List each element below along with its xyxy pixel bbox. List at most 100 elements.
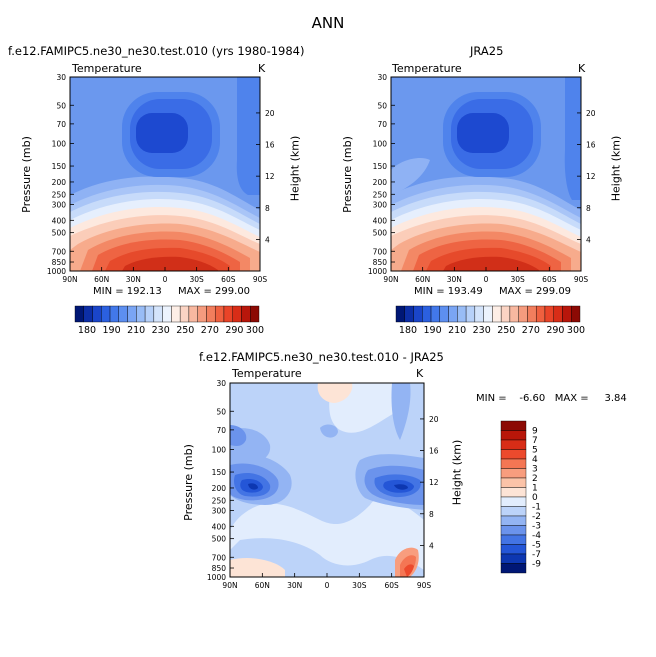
panel1-colorbar-swatch: [223, 305, 233, 323]
panel1-ytick-label: 100: [52, 140, 67, 149]
panel1-colorbar-swatch: [74, 305, 84, 323]
panel3-y2label: Height (km): [450, 439, 464, 506]
panel1-colorbar-swatch: [179, 305, 190, 323]
panel2-xtick-label: 0: [484, 275, 489, 284]
panel3-variable-label: Temperature: [232, 367, 302, 380]
panel3-unit-label: K: [416, 367, 424, 380]
panel3-colorbar-label: 0: [532, 493, 538, 503]
panel1-max-label: MAX = 299.00: [178, 286, 251, 297]
panel3-colorbar-swatch: [500, 449, 527, 460]
panel3-colorbar-label: 5: [532, 446, 538, 456]
panel2-colorbar-label: 190: [424, 325, 442, 336]
panel1-colorbar-swatch: [127, 305, 137, 323]
panel1-xtick-label: 90S: [253, 275, 268, 284]
panel1-colorbar-swatch: [92, 305, 102, 323]
panel3-ytick-label: 100: [212, 446, 227, 455]
panel2-colorbar-swatch: [527, 305, 537, 323]
panel3-colorbar-swatch: [500, 534, 527, 545]
panel3-colorbar-label: -2: [532, 512, 541, 522]
panel2-colorbar-label: 180: [399, 325, 417, 336]
panel3-colorbar-label: -3: [532, 522, 541, 532]
panel1-y2tick-label: 4: [265, 235, 270, 244]
panel1-ytick-label: 700: [52, 247, 67, 256]
panel1-colorbar-swatch: [101, 305, 111, 323]
panel2-xtick-label: 60N: [415, 275, 430, 284]
panel3-colorbar-label: -9: [532, 560, 541, 570]
panel2-max-label: MAX = 299.09: [499, 286, 572, 297]
panel1-xtick-label: 30N: [126, 275, 141, 284]
panel2-y2tick-label: 20: [586, 109, 596, 118]
panel2-colorbar-label: 290: [546, 325, 564, 336]
panel3-colorbar-label: -5: [532, 541, 541, 551]
panel3-minmax-label: MIN = -6.60 MAX = 3.84: [476, 393, 627, 404]
panel2-min-label: MIN = 193.49: [414, 286, 483, 297]
panel3-colorbar-label: 3: [532, 465, 538, 475]
panel1-colorbar-swatch: [188, 305, 198, 323]
panel1-ytick-label: 250: [52, 190, 67, 199]
panel1-colorbar-swatch: [162, 305, 172, 323]
panel1-xtick-label: 60N: [94, 275, 109, 284]
panel2-xtick-label: 30S: [511, 275, 526, 284]
panel2-ytick-label: 50: [377, 101, 387, 110]
panel3-colorbar-swatch: [500, 477, 527, 488]
panel2-unit-label: K: [578, 62, 586, 75]
panel3-ytick-label: 50: [216, 407, 226, 416]
panel1-contour-field: [70, 77, 260, 271]
panel2-colorbar-swatch: [553, 305, 563, 323]
panel1-colorbar-label: 210: [127, 325, 145, 336]
panel2-colorbar-swatch: [395, 305, 405, 323]
panel3-contour-field: [230, 383, 424, 577]
panel2-colorbar-label: 250: [497, 325, 515, 336]
panel3-xtick-label: 90S: [417, 581, 432, 590]
panel3-colorbar-swatch: [500, 496, 527, 507]
panel3-xtick-label: 30S: [352, 581, 367, 590]
panel2-colorbar-swatch: [439, 305, 449, 323]
panel2-colorbar-swatch: [544, 305, 554, 323]
panel1-colorbar-label: 270: [201, 325, 219, 336]
panel2-ytick-label: 150: [373, 162, 388, 171]
panel3-y2tick-label: 4: [429, 541, 434, 550]
panel3-xtick-label: 30N: [287, 581, 302, 590]
panel1-ytick-label: 200: [52, 178, 67, 187]
panel1-ytick-label: 50: [56, 101, 66, 110]
panel2-colorbar-swatch: [404, 305, 414, 323]
panel1-colorbar-swatch: [144, 305, 155, 323]
panel2-colorbar-swatch: [509, 305, 519, 323]
panel3-colorbar-swatch: [500, 553, 527, 564]
panel1-ytick-label: 30: [56, 73, 66, 82]
figure-title: ANN: [311, 14, 345, 32]
panel1-y2tick-label: 16: [265, 141, 275, 150]
panel2-y2tick-label: 12: [586, 172, 596, 181]
panel3-ytick-label: 400: [212, 522, 227, 531]
panel3-colorbar-label: 1: [532, 484, 538, 494]
panel2-ytick-label: 30: [377, 73, 387, 82]
panel3-ytick-label: 300: [212, 506, 227, 515]
panel1-xtick-label: 30S: [190, 275, 205, 284]
panel2-colorbar-swatch: [457, 305, 467, 323]
panel2-colorbar-swatch: [518, 305, 528, 323]
panel3-colorbar-label: 2: [532, 474, 538, 484]
panel3-colorbar-swatch: [500, 487, 527, 498]
panel2-contour-field: [391, 77, 581, 271]
panel1-colorbar-swatch: [197, 305, 207, 323]
panel3-y2tick-label: 20: [429, 415, 439, 424]
panel2-ytick-label: 400: [373, 216, 388, 225]
panel3-colorbar-swatch: [500, 420, 527, 431]
panel2-y2tick-label: 8: [586, 204, 591, 213]
panel2-colorbar-swatch: [448, 305, 458, 323]
panel3-colorbar-label: -4: [532, 531, 541, 541]
panel1-colorbar-label: 230: [152, 325, 170, 336]
panel3-colorbar-label: 9: [532, 427, 538, 437]
panel3-colorbar-swatch: [500, 430, 527, 441]
panel1-ytick-label: 150: [52, 162, 67, 171]
panel2-ytick-label: 250: [373, 190, 388, 199]
panel1-y2tick-label: 12: [265, 172, 275, 181]
panel3-colorbar-swatch: [500, 439, 527, 450]
panel3-colorbar-label: 7: [532, 436, 538, 446]
panel3-colorbar-swatch: [500, 468, 527, 479]
panel1-colorbar-swatch: [83, 305, 93, 323]
panel2-ytick-label: 700: [373, 247, 388, 256]
panel2-xtick-label: 30N: [447, 275, 462, 284]
panel2-ytick-label: 300: [373, 200, 388, 209]
panel3-ytick-label: 850: [212, 564, 227, 573]
